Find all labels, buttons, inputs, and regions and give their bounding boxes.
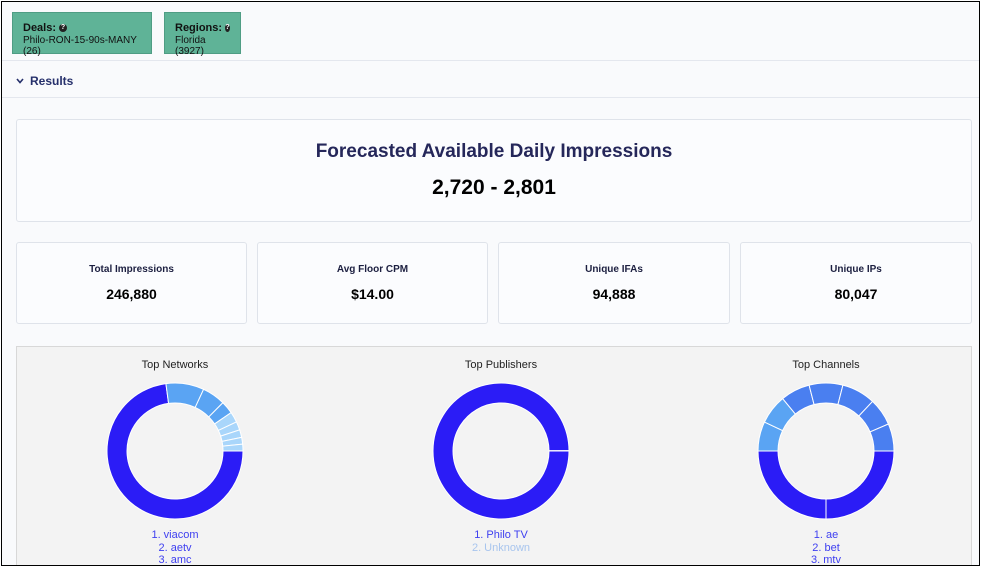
legend-item[interactable]: 1. viacom	[151, 529, 199, 541]
donut-slice[interactable]	[106, 383, 244, 520]
donut-slice[interactable]	[432, 382, 570, 520]
stat-value: $14.00	[351, 286, 394, 302]
stat-value: 246,880	[106, 286, 157, 302]
deals-filter-label: Deals:	[23, 22, 57, 34]
regions-filter-chip[interactable]: Regions: ? Florida (3927)	[164, 12, 241, 57]
legend-top-networks: 1. viacom 2. aetv 3. amc	[75, 529, 275, 566]
results-toggle[interactable]: Results	[16, 74, 73, 88]
donut-slice[interactable]	[869, 423, 895, 452]
legend-item[interactable]: 2. aetv	[158, 541, 192, 554]
help-icon[interactable]: ?	[225, 24, 230, 32]
forecast-range: 2,720 - 2,801	[432, 176, 556, 199]
donut-chart-top-publishers[interactable]	[431, 381, 571, 521]
regions-filter-label: Regions:	[175, 22, 223, 34]
legend-item[interactable]: 3. mtv	[811, 554, 841, 566]
stat-label: Avg Floor CPM	[336, 264, 409, 275]
chart-title-top-publishers: Top Publishers	[464, 359, 538, 371]
deals-filter-chip[interactable]: Deals: ? Philo-RON-15-90s-MANY (26)	[12, 12, 152, 57]
deals-filter-value: Philo-RON-15-90s-MANY (26)	[23, 35, 137, 57]
regions-filter-value: Florida (3927)	[175, 35, 206, 57]
donut-chart-top-networks[interactable]	[105, 381, 245, 521]
legend-top-channels: 1. ae 2. bet 3. mtv	[726, 529, 926, 566]
forecast-title: Forecasted Available Daily Impressions	[315, 141, 673, 162]
stat-label: Unique IPs	[830, 264, 882, 275]
chevron-down-icon	[16, 78, 24, 84]
donut-slice[interactable]	[757, 450, 827, 520]
legend-item[interactable]: 1. Philo TV	[474, 529, 528, 541]
donut-slice[interactable]	[825, 450, 895, 520]
stat-value: 80,047	[834, 286, 878, 302]
deals-filter-label-row: Deals: ?	[23, 22, 141, 34]
forecast-card: Forecasted Available Daily Impressions 2…	[16, 119, 972, 222]
help-icon[interactable]: ?	[59, 24, 68, 32]
legend-item[interactable]: 2. bet	[812, 541, 840, 554]
donut-slice[interactable]	[808, 382, 844, 406]
stat-card-unique-ifas: Unique IFAs 94,888	[498, 242, 730, 324]
stat-label: Unique IFAs	[585, 264, 643, 275]
stat-value: 94,888	[592, 286, 636, 302]
donut-slice[interactable]	[222, 443, 244, 452]
divider	[2, 60, 979, 61]
legend-item[interactable]: 3. amc	[158, 554, 192, 566]
divider	[2, 97, 979, 98]
stat-card-total-impressions: Total Impressions 246,880	[16, 242, 247, 324]
regions-filter-label-row: Regions: ?	[175, 22, 230, 34]
chart-title-top-channels: Top Channels	[792, 359, 860, 371]
stat-label: Total Impressions	[89, 264, 174, 275]
chart-title-top-networks: Top Networks	[141, 359, 209, 371]
legend-top-publishers: 1. Philo TV 2. Unknown	[401, 529, 601, 554]
stat-card-unique-ips: Unique IPs 80,047	[740, 242, 972, 324]
donut-chart-top-channels[interactable]	[756, 381, 896, 521]
legend-item[interactable]: 1. ae	[813, 529, 839, 541]
results-label: Results	[30, 74, 74, 88]
charts-panel: Top Networks Top Publishers Top Channels…	[16, 346, 972, 566]
legend-item[interactable]: 2. Unknown	[471, 541, 531, 554]
stat-card-avg-floor-cpm: Avg Floor CPM $14.00	[257, 242, 488, 324]
